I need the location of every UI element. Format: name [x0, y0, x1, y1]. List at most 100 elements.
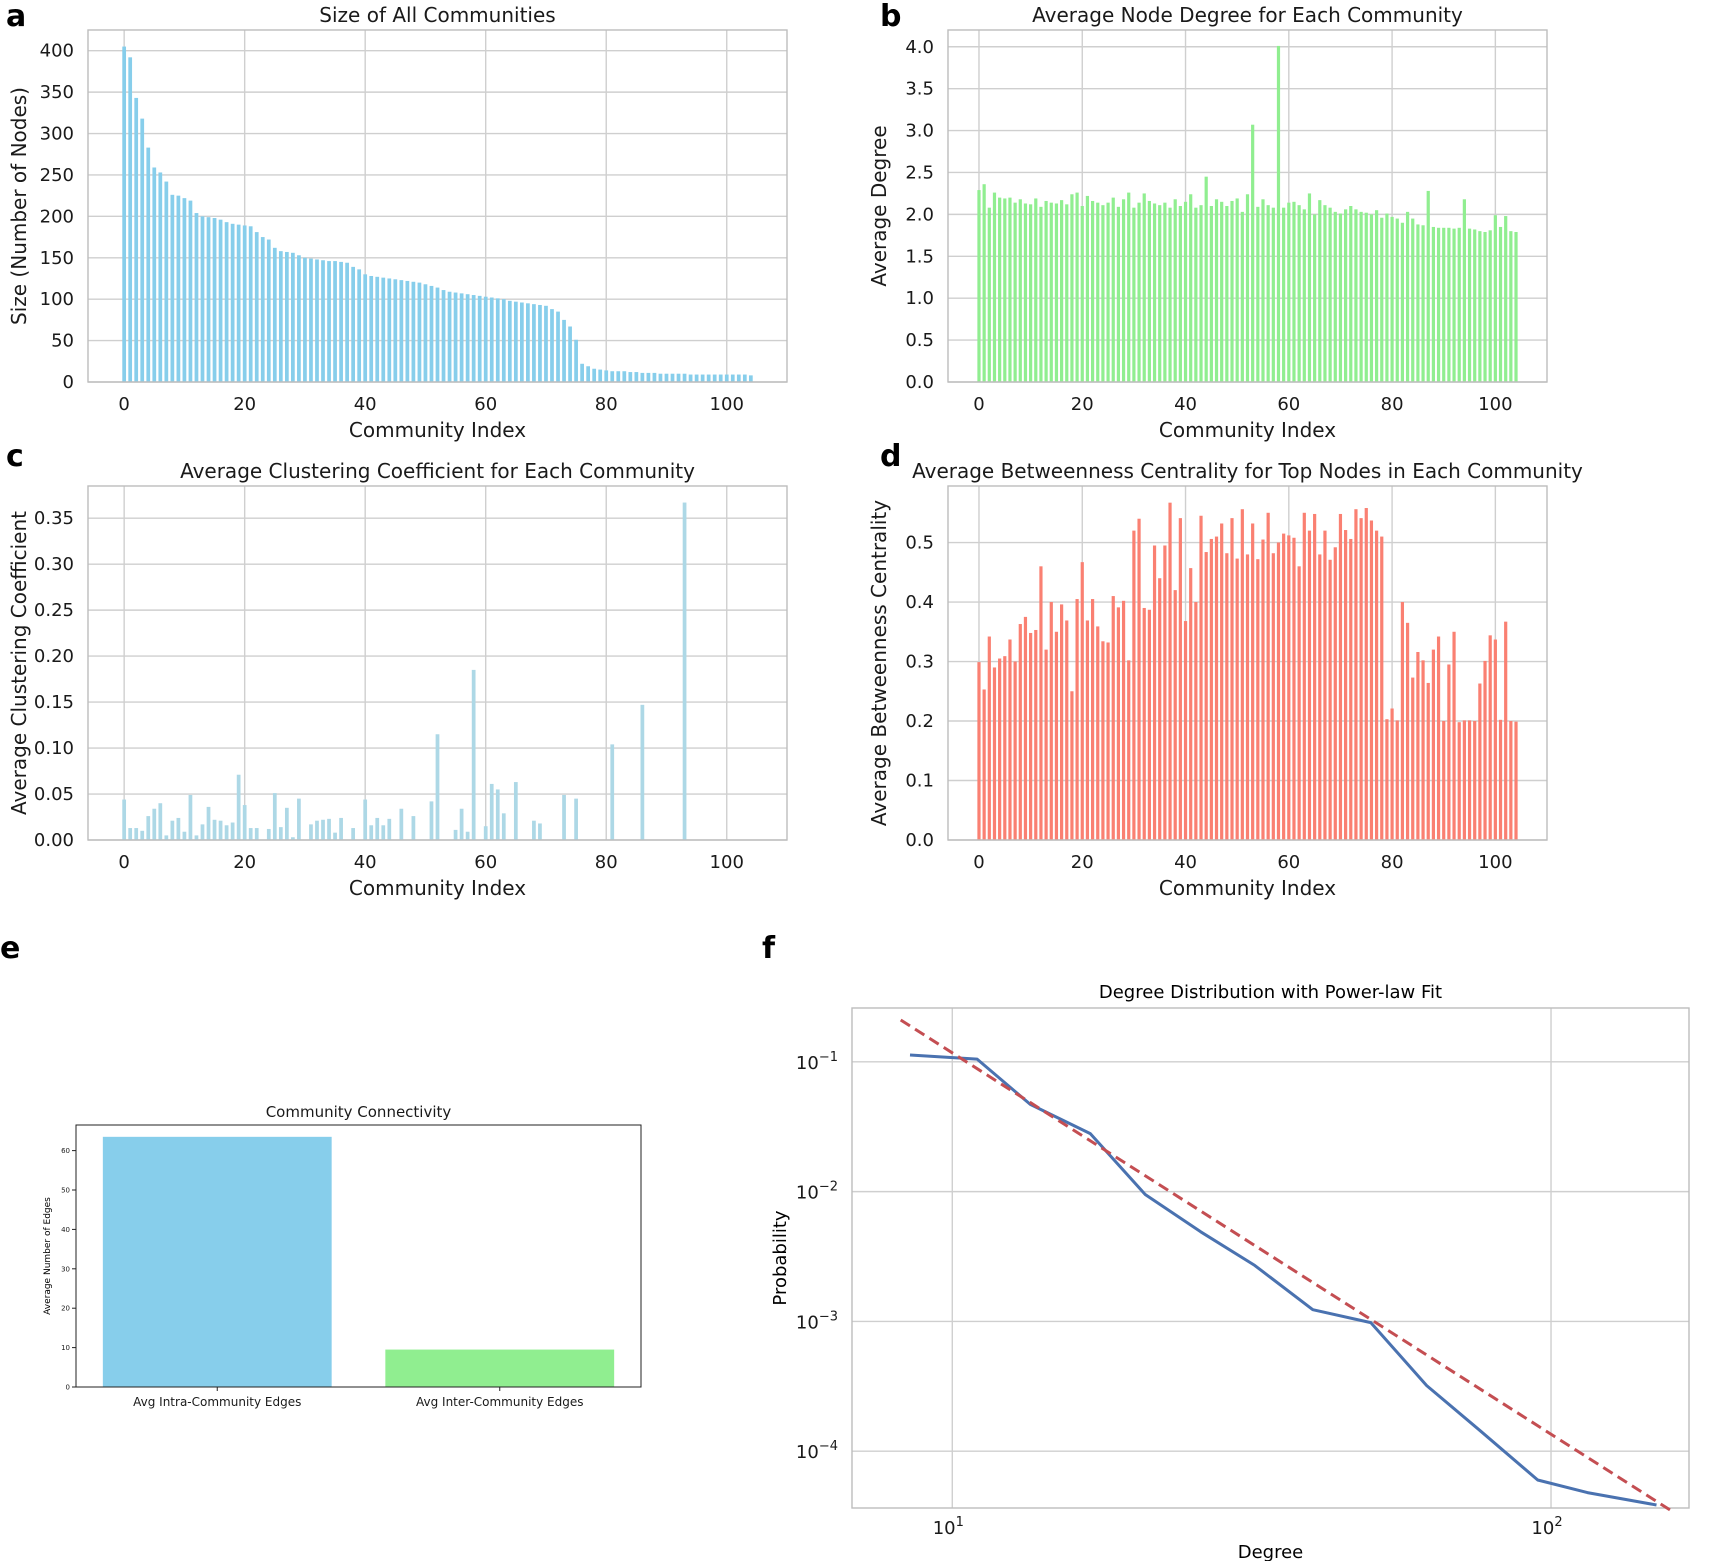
bar: [260, 237, 265, 382]
bar: [1147, 609, 1151, 840]
panel-label: c: [6, 439, 24, 474]
bar: [610, 371, 615, 382]
plot-frame: [75, 1124, 642, 1388]
bar: [254, 232, 259, 382]
bar: [1359, 518, 1363, 840]
bar: [1442, 227, 1446, 382]
bar: [1178, 518, 1182, 840]
bar: [1442, 721, 1446, 840]
tick-base: 10: [933, 1518, 956, 1539]
bar: [1411, 677, 1415, 840]
bar: [1230, 518, 1234, 840]
bar: [1085, 195, 1090, 382]
bar: [128, 57, 133, 383]
bar: [435, 287, 440, 382]
bar: [1235, 558, 1239, 840]
y-axis-label: Average Betweenness Centrality: [867, 500, 891, 826]
x-tick-label: 60: [474, 852, 497, 873]
bar: [212, 218, 217, 382]
bar: [242, 805, 247, 840]
bar: [1214, 536, 1219, 840]
y-tick-label: 0.30: [34, 554, 74, 575]
bar: [1214, 199, 1219, 382]
bar: [1039, 206, 1043, 382]
bar: [1034, 198, 1038, 382]
bar: [152, 808, 157, 840]
bar: [1369, 214, 1374, 382]
bar: [1364, 212, 1368, 382]
bar: [1349, 538, 1353, 840]
bar: [188, 794, 193, 840]
bar: [1075, 599, 1079, 840]
bar: [1431, 649, 1435, 840]
bar: [694, 374, 699, 382]
x-tick-label: 40: [354, 394, 377, 415]
bar: [998, 658, 1002, 840]
bar: [718, 374, 723, 382]
bar: [1080, 206, 1084, 382]
x-tick-label: 100: [1478, 394, 1512, 415]
tick-base: 10: [1531, 1518, 1554, 1539]
bar: [1085, 620, 1090, 840]
bar: [333, 261, 337, 382]
bar: [1395, 218, 1399, 382]
bar: [513, 301, 518, 382]
tick-exponent: −3: [819, 1309, 838, 1324]
bar: [1256, 206, 1260, 382]
bar: [194, 213, 199, 382]
bar: [987, 207, 991, 382]
bar: [1462, 720, 1466, 840]
bar: [146, 147, 151, 382]
bar: [477, 295, 482, 382]
bar: [1498, 719, 1503, 840]
x-axis-label: Community Index: [349, 418, 526, 442]
bar: [188, 200, 193, 382]
x-axis-label: Degree: [1238, 1542, 1304, 1561]
bar: [640, 704, 645, 840]
bar: [670, 373, 675, 382]
bar: [998, 197, 1002, 382]
bar: [176, 195, 181, 382]
bar: [1307, 530, 1312, 840]
y-tick-label: 1.0: [905, 288, 934, 309]
bar: [1354, 509, 1358, 840]
plot-frame: [947, 29, 1548, 383]
bar: [1436, 227, 1441, 382]
bar: [1251, 523, 1255, 840]
bar: [1070, 194, 1074, 382]
bar: [1034, 629, 1038, 840]
y-tick-label: 0.1: [905, 771, 934, 792]
bar: [1008, 197, 1012, 382]
bar: [688, 374, 693, 382]
bar: [592, 368, 597, 382]
y-tick-label: 300: [40, 124, 74, 145]
bar: [1183, 621, 1188, 840]
bar: [1178, 206, 1182, 382]
bar: [1504, 621, 1508, 840]
bar: [339, 261, 343, 382]
bar: [1302, 209, 1306, 382]
x-tick-label: 20: [1071, 394, 1094, 415]
chart-title: Degree Distribution with Power-law Fit: [1099, 982, 1442, 1003]
bar: [1116, 607, 1121, 840]
x-tick-label: 100: [1478, 852, 1512, 873]
bar: [1018, 624, 1022, 840]
y-tick-label: 10: [61, 1344, 70, 1352]
bar: [242, 225, 247, 382]
bar: [278, 827, 283, 840]
bar: [1478, 231, 1482, 382]
bar: [1380, 536, 1384, 840]
bar: [1292, 201, 1296, 382]
bar: [1359, 211, 1363, 382]
x-tick-label: Avg Inter-Community Edges: [416, 1395, 583, 1409]
tick-exponent: −1: [819, 1050, 838, 1065]
x-tick-label: 20: [233, 852, 256, 873]
bar: [1049, 202, 1053, 382]
y-tick-label: 60: [61, 1147, 70, 1155]
x-tick-label: 40: [354, 852, 377, 873]
bar: [1158, 578, 1162, 840]
x-tick-label: 80: [595, 394, 618, 415]
bar: [1127, 660, 1131, 840]
bar: [1297, 566, 1301, 840]
y-tick-label: 0.0: [905, 830, 934, 851]
